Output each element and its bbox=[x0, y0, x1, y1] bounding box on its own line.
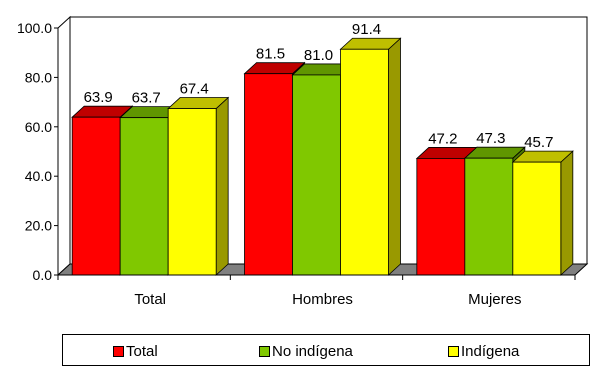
y-tick-label: 80.0 bbox=[25, 69, 52, 85]
data-label: 63.9 bbox=[84, 89, 113, 106]
y-axis: 0.0 20.0 40.0 60.0 80.0 100.0 bbox=[17, 20, 59, 283]
bar-total-indigena bbox=[167, 108, 217, 276]
bar-total-indigena-side bbox=[215, 96, 229, 276]
legend-item-indigena: Indígena bbox=[448, 343, 519, 360]
data-label: 63.7 bbox=[132, 90, 161, 107]
legend-swatch-indigena bbox=[448, 346, 459, 357]
legend-item-no-indigena: No indígena bbox=[259, 343, 353, 360]
bar-mujeres-indigena bbox=[512, 161, 562, 276]
legend-item-total: Total bbox=[113, 343, 158, 360]
data-label: 81.0 bbox=[304, 47, 333, 64]
data-label: 67.4 bbox=[180, 81, 209, 98]
bars: 63.9 63.7 67.4 81.5 81.0 91.4 47.2 47.3 45.7 bbox=[71, 21, 574, 276]
legend-label-total: Total bbox=[126, 343, 158, 360]
y-tick-label: 0.0 bbox=[33, 267, 53, 283]
y-tick-label: 20.0 bbox=[25, 218, 52, 234]
data-label: 47.2 bbox=[428, 130, 457, 147]
legend-swatch-no-indigena bbox=[259, 346, 270, 357]
bar-mujeres-indigena-side bbox=[560, 150, 574, 276]
legend-label-no-indigena: No indígena bbox=[272, 343, 353, 360]
side-wall bbox=[57, 15, 71, 277]
bar-mujeres-total bbox=[416, 158, 466, 276]
legend-label-indigena: Indígena bbox=[461, 343, 520, 360]
y-tick-label: 100.0 bbox=[17, 20, 52, 36]
bar-hombres-indigena-side bbox=[388, 37, 401, 276]
x-tick-label-hombres: Hombres bbox=[292, 291, 353, 308]
x-tick-label-total: Total bbox=[134, 291, 166, 308]
legend: Total No indígena Indígena bbox=[62, 334, 590, 366]
bar-total-total bbox=[71, 116, 121, 276]
data-label: 91.4 bbox=[352, 21, 381, 38]
legend-swatch-total bbox=[113, 346, 124, 357]
bar-mujeres-no-indigena bbox=[464, 157, 514, 276]
bar-hombres-total bbox=[244, 73, 293, 276]
data-label: 81.5 bbox=[256, 46, 285, 63]
bar-hombres-indigena bbox=[340, 48, 389, 276]
y-tick-label: 60.0 bbox=[25, 119, 52, 135]
x-axis: Total Hombres Mujeres bbox=[57, 274, 576, 308]
data-label: 45.7 bbox=[524, 134, 553, 151]
data-label: 47.3 bbox=[476, 130, 505, 147]
x-tick-label-mujeres: Mujeres bbox=[468, 291, 521, 308]
y-tick-label: 40.0 bbox=[25, 168, 52, 184]
bar-total-no-indigena bbox=[119, 117, 169, 276]
bar-hombres-no-indigena bbox=[292, 74, 341, 276]
